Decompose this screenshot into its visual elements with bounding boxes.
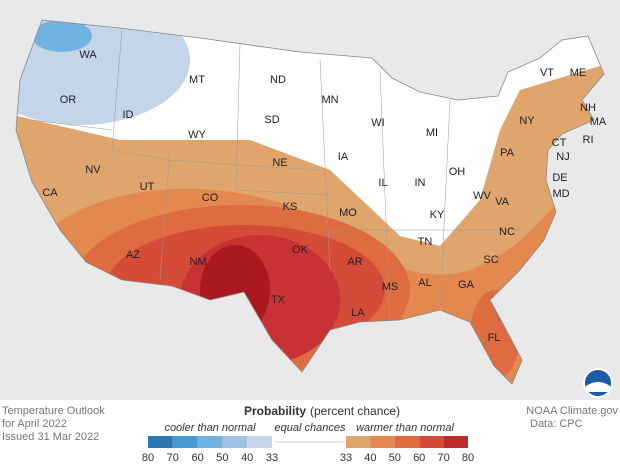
state-label: AL <box>418 277 431 289</box>
state-label: MN <box>321 94 338 106</box>
state-label: TN <box>418 236 433 248</box>
footer-line: Issued 31 Mar 2022 <box>2 431 99 443</box>
state-label: MA <box>590 116 607 128</box>
state-label: IA <box>338 151 349 163</box>
legend-swatch <box>247 436 272 448</box>
state-label: SC <box>483 254 498 266</box>
state-label: PA <box>500 147 515 159</box>
state-label: OH <box>449 166 466 178</box>
state-label: NV <box>85 164 101 176</box>
us-outline <box>15 19 605 385</box>
state-label: UT <box>140 181 155 193</box>
legend-swatch <box>394 436 420 448</box>
state-label: MD <box>552 188 569 200</box>
legend-background <box>0 400 620 466</box>
legend-swatch <box>197 436 223 448</box>
state-label: WV <box>473 190 491 202</box>
state-borders <box>31 27 520 321</box>
state-label: CT <box>552 137 567 149</box>
legend-swatch <box>346 436 371 448</box>
state-label: FL <box>488 332 501 344</box>
credit-line: Data: CPC <box>530 418 583 430</box>
state-label: MS <box>382 281 399 293</box>
state-label: SD <box>264 114 279 126</box>
state-label: NM <box>189 256 206 268</box>
legend-tick-label: 40 <box>364 452 376 464</box>
state-label: OR <box>60 94 77 106</box>
state-label: OK <box>292 244 309 256</box>
legend-title: Probability <box>244 404 306 418</box>
state-label: KS <box>283 201 298 213</box>
state-label: NJ <box>556 151 569 163</box>
state-label: VT <box>540 67 554 79</box>
legend-tick-label: 80 <box>142 452 154 464</box>
legend-tick-label: 70 <box>437 452 449 464</box>
legend-swatch <box>443 436 468 448</box>
state-label: NY <box>519 115 535 127</box>
state-label: MO <box>339 207 357 219</box>
footer-line: for April 2022 <box>2 418 67 430</box>
state-label: WA <box>79 49 97 61</box>
state-label: KY <box>430 209 445 221</box>
state-label: RI <box>583 134 594 146</box>
state-label: TX <box>271 294 286 306</box>
noaa-logo-wave <box>586 382 610 392</box>
state-label: IN <box>415 177 426 189</box>
zone-cool-50 <box>32 20 92 52</box>
state-label: CO <box>202 192 219 204</box>
state-label: DE <box>552 172 567 184</box>
legend-tick-label: 33 <box>340 452 352 464</box>
legend-tick-label: 50 <box>389 452 401 464</box>
legend-swatch <box>172 436 198 448</box>
legend-tick-label: 40 <box>241 452 253 464</box>
state-label: WY <box>188 129 206 141</box>
legend-caption: cooler than normal <box>164 422 256 434</box>
state-label: ID <box>123 109 134 121</box>
legend-tick-label: 80 <box>462 452 474 464</box>
legend: 80 70 60 50 40 33 33 40 50 60 70 80 <box>142 436 474 464</box>
state-label: ME <box>570 67 587 79</box>
legend-swatch <box>222 436 248 448</box>
state-label: ND <box>270 74 286 86</box>
legend-caption: equal chances <box>275 422 346 434</box>
credit-line: NOAA Climate.gov <box>526 405 618 417</box>
state-label: MI <box>426 127 438 139</box>
state-label: LA <box>351 307 365 319</box>
legend-title-note: (percent chance) <box>310 404 400 418</box>
state-label: CA <box>42 187 58 199</box>
state-label: IL <box>378 177 387 189</box>
legend-tick-label: 70 <box>167 452 179 464</box>
state-label: VA <box>495 196 510 208</box>
legend-tick-label: 50 <box>216 452 228 464</box>
legend-swatch <box>370 436 395 448</box>
state-label: GA <box>458 279 475 291</box>
legend-swatch <box>419 436 444 448</box>
state-label: AR <box>347 256 362 268</box>
state-label: NC <box>499 226 515 238</box>
legend-tick-label: 33 <box>266 452 278 464</box>
footer-line: Temperature Outlook <box>2 405 105 417</box>
state-labels: WA OR ID MT ND SD WY NV UT CO NE KS CA AZ NM OK TX MN IA MO… <box>42 49 607 344</box>
state-label: NE <box>272 157 287 169</box>
legend-swatch <box>148 436 173 448</box>
legend-tick-label: 60 <box>191 452 203 464</box>
legend-caption: warmer than normal <box>356 422 454 434</box>
state-label: MT <box>189 74 205 86</box>
state-label: WI <box>371 117 384 129</box>
state-label: AZ <box>126 249 140 261</box>
legend-tick-label: 60 <box>413 452 425 464</box>
state-label: NH <box>580 102 596 114</box>
